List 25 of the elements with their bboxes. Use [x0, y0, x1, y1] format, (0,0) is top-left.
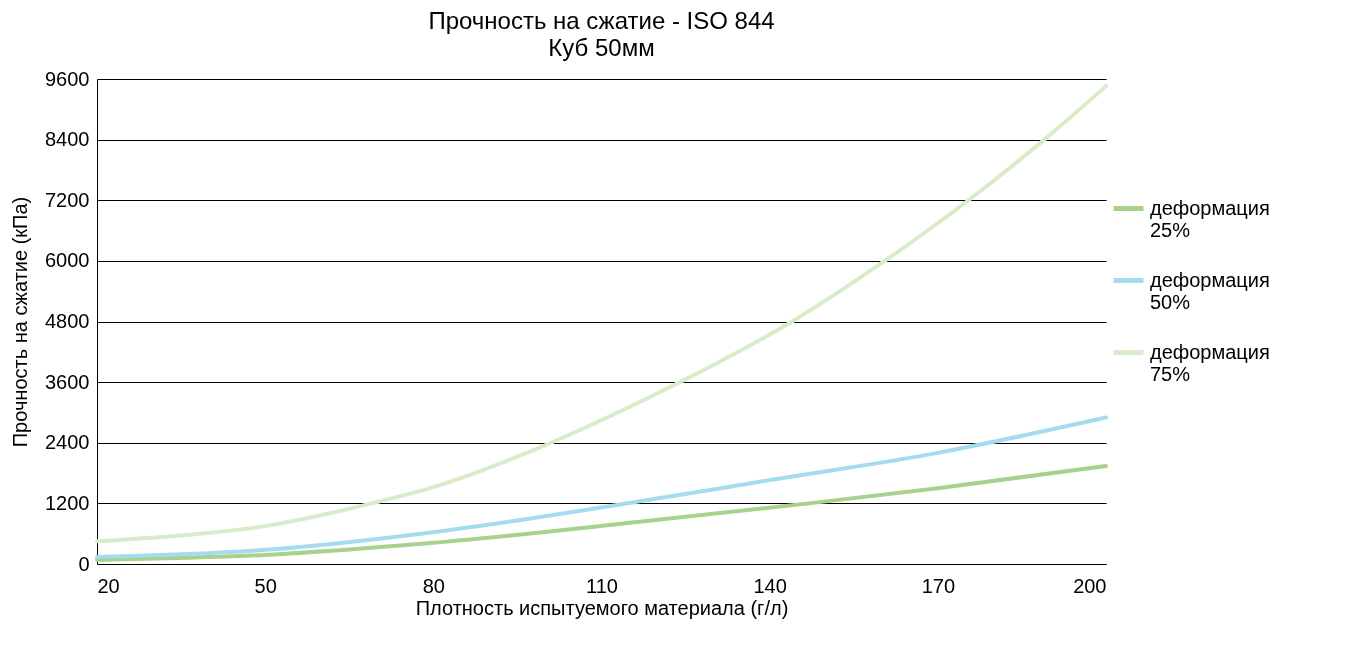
x-tick-label: 50: [254, 574, 277, 597]
x-tick-label: 170: [921, 574, 956, 597]
legend-label: деформация 75%: [1150, 340, 1270, 385]
line-series: [95, 415, 1108, 559]
y-tick-label: 8400: [45, 128, 90, 151]
chart-subtitle: Куб 50мм: [548, 34, 655, 61]
y-tick-label: 9600: [45, 67, 90, 90]
x-tick-label: 140: [753, 574, 787, 597]
line-series: [95, 84, 1108, 544]
x-tick-label: 80: [422, 574, 445, 597]
legend-label: деформация 25%: [1150, 196, 1270, 241]
y-tick-label: 6000: [45, 249, 90, 272]
y-tick-label: 4800: [45, 310, 90, 332]
legend-label: деформация 50%: [1150, 268, 1270, 313]
y-tick-label: 0: [78, 552, 90, 575]
x-tick-label: 110: [586, 574, 618, 597]
y-tick-label: 7200: [45, 188, 90, 211]
chart-title: Прочность на сжатие - ISO 844: [428, 7, 775, 34]
x-tick-label: 200: [1073, 574, 1107, 597]
x-axis-title: Плотность испытуемого материала (г/л): [415, 596, 789, 619]
x-tick-label: 20: [97, 574, 120, 597]
y-tick-label: 2400: [45, 431, 90, 454]
y-axis-title: Прочность на сжатие (кПа): [9, 196, 32, 448]
y-tick-label: 1200: [45, 491, 90, 514]
y-tick-label: 3600: [45, 370, 90, 393]
